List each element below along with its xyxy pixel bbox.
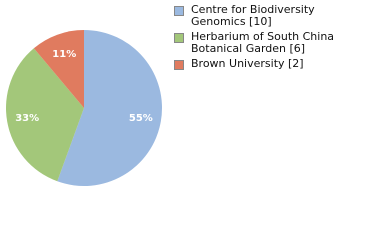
pie-slice <box>57 30 163 187</box>
slice-label: 33% <box>15 113 39 124</box>
legend-item: Brown University [2] <box>174 58 344 70</box>
slice-label: 55% <box>129 113 153 124</box>
legend-swatch <box>174 33 184 43</box>
legend-swatch <box>174 6 184 16</box>
legend-label: Brown University [2] <box>191 57 304 70</box>
legend: Centre for Biodiversity Genomics [10] Her… <box>174 4 344 73</box>
legend-item: Herbarium of South China Botanical Garde… <box>174 31 344 55</box>
pie-slice <box>33 30 84 108</box>
pie-slice <box>6 48 84 182</box>
slice-label: 11% <box>52 49 76 60</box>
legend-label: Herbarium of South China Botanical Garde… <box>191 30 335 55</box>
legend-item: Centre for Biodiversity Genomics [10] <box>174 4 344 28</box>
legend-swatch <box>174 60 184 70</box>
legend-label: Centre for Biodiversity Genomics [10] <box>191 3 315 28</box>
